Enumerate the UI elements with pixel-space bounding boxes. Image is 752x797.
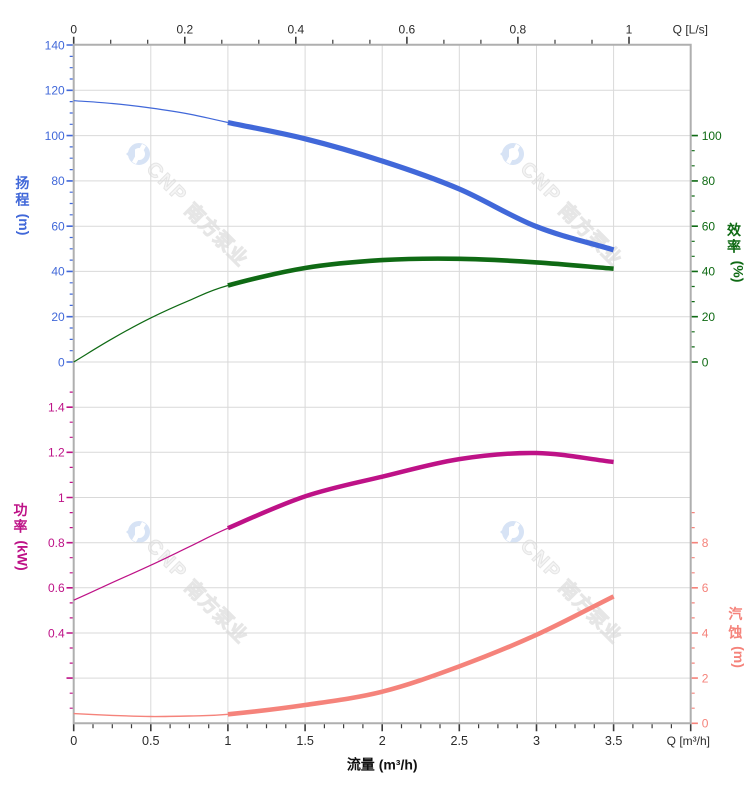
svg-text:80: 80 (702, 174, 716, 188)
svg-text:0.4: 0.4 (48, 626, 65, 640)
svg-text:0.8: 0.8 (48, 536, 65, 550)
svg-text:(kW): (kW) (15, 540, 31, 570)
svg-text:流量 (m³/h): 流量 (m³/h) (347, 757, 418, 773)
svg-text:1: 1 (626, 23, 633, 37)
svg-text:0.4: 0.4 (287, 23, 304, 37)
svg-text:(m): (m) (16, 214, 32, 236)
svg-text:8: 8 (702, 536, 709, 550)
svg-text:2: 2 (379, 734, 386, 748)
svg-text:汽: 汽 (728, 606, 742, 622)
svg-text:0: 0 (702, 717, 709, 731)
svg-text:1.5: 1.5 (296, 734, 314, 748)
svg-text:40: 40 (702, 265, 716, 279)
svg-text:80: 80 (51, 174, 65, 188)
svg-text:蚀: 蚀 (727, 625, 742, 641)
svg-text:60: 60 (702, 220, 716, 234)
svg-text:0: 0 (70, 23, 77, 37)
svg-text:0.2: 0.2 (176, 23, 193, 37)
svg-text:6: 6 (702, 581, 709, 595)
svg-text:60: 60 (51, 220, 65, 234)
svg-text:40: 40 (51, 265, 65, 279)
svg-text:20: 20 (51, 310, 65, 324)
svg-text:1: 1 (58, 491, 65, 505)
svg-text:(m): (m) (731, 646, 747, 668)
svg-text:1: 1 (224, 734, 231, 748)
svg-text:0: 0 (70, 734, 77, 748)
svg-text:扬: 扬 (15, 175, 29, 191)
svg-text:率: 率 (14, 518, 28, 534)
svg-text:Q [m³/h]: Q [m³/h] (667, 734, 710, 748)
svg-text:4: 4 (702, 626, 709, 640)
svg-text:0: 0 (702, 355, 709, 369)
svg-text:3: 3 (533, 734, 540, 748)
svg-text:0.8: 0.8 (510, 23, 527, 37)
svg-text:120: 120 (45, 84, 65, 98)
svg-text:100: 100 (45, 129, 65, 143)
svg-text:0.6: 0.6 (399, 23, 416, 37)
svg-text:0: 0 (58, 355, 65, 369)
svg-text:0.6: 0.6 (48, 581, 65, 595)
svg-text:效: 效 (727, 222, 742, 238)
svg-text:(%): (%) (731, 261, 747, 283)
svg-text:程: 程 (15, 191, 29, 207)
svg-text:1.4: 1.4 (48, 401, 65, 415)
svg-text:率: 率 (727, 238, 741, 254)
svg-text:Q [L/s]: Q [L/s] (673, 23, 708, 37)
svg-text:100: 100 (702, 129, 722, 143)
svg-text:3.5: 3.5 (605, 734, 623, 748)
svg-text:0.5: 0.5 (142, 734, 160, 748)
svg-text:140: 140 (45, 38, 65, 52)
svg-text:20: 20 (702, 310, 716, 324)
svg-text:1.2: 1.2 (48, 446, 65, 460)
svg-text:功: 功 (14, 502, 28, 518)
svg-text:2: 2 (702, 671, 709, 685)
svg-text:2.5: 2.5 (451, 734, 469, 748)
